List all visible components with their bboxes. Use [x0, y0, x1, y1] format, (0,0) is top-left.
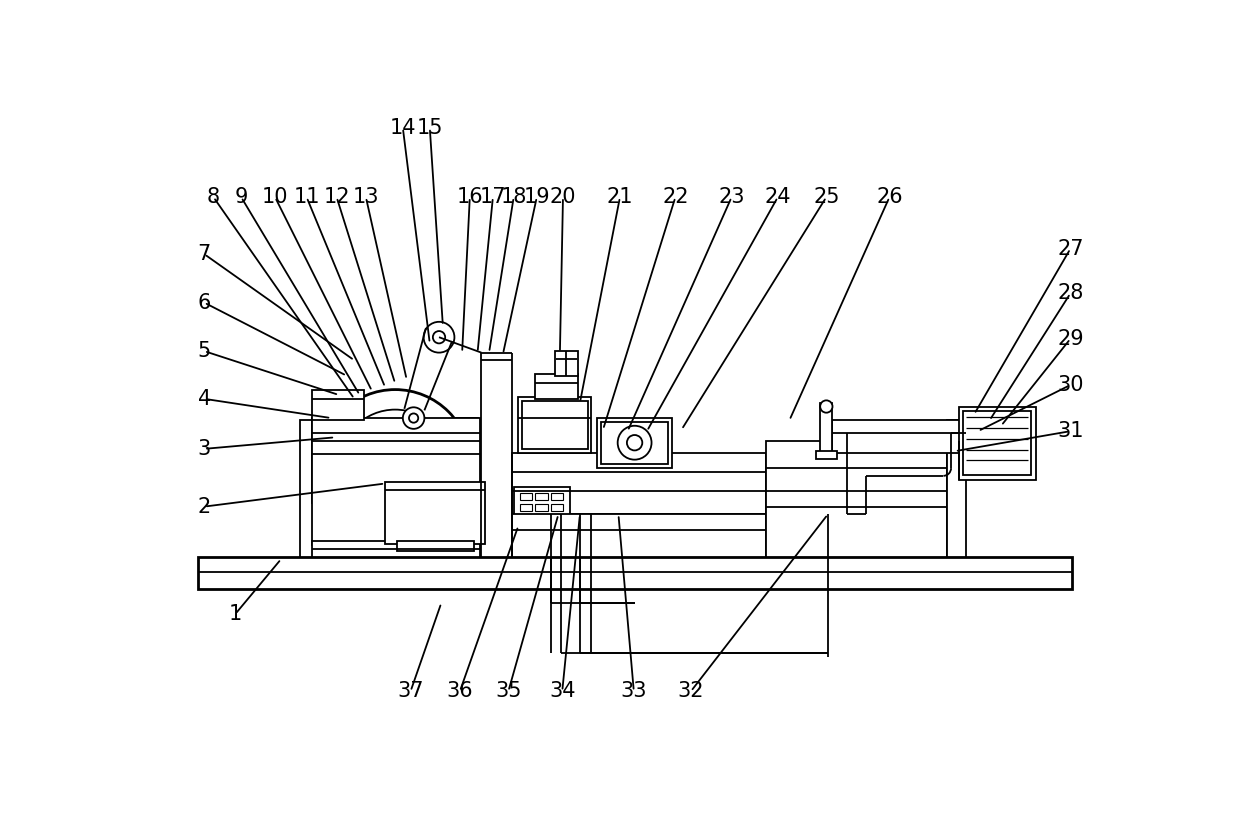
Bar [312, 461, 477, 502]
Text: 23: 23 [719, 187, 745, 207]
Text: 13: 13 [353, 187, 379, 207]
Circle shape [409, 414, 419, 423]
Text: 3: 3 [197, 439, 211, 459]
Circle shape [618, 426, 652, 460]
Bar [535, 503, 548, 511]
Text: 22: 22 [662, 187, 689, 207]
Bar [831, 420, 966, 452]
Text: 24: 24 [764, 187, 790, 207]
Text: 34: 34 [549, 681, 575, 701]
Text: 21: 21 [607, 187, 633, 207]
Bar [312, 454, 479, 545]
Bar [959, 406, 1036, 479]
Text: 35: 35 [496, 681, 522, 701]
Text: 8: 8 [207, 187, 221, 207]
Text: 14: 14 [389, 117, 416, 138]
Bar [312, 390, 364, 420]
Bar [948, 420, 966, 557]
Circle shape [382, 452, 409, 479]
Bar [535, 374, 577, 399]
Bar [518, 397, 591, 452]
Text: 9: 9 [234, 187, 248, 207]
Text: 18: 18 [501, 187, 527, 207]
Text: 19: 19 [524, 187, 550, 207]
Bar [312, 418, 477, 461]
Bar [535, 514, 548, 522]
Bar [522, 401, 587, 449]
Bar [520, 514, 533, 522]
Circle shape [820, 401, 833, 413]
Bar [520, 503, 533, 511]
Text: 10: 10 [261, 187, 289, 207]
Text: 25: 25 [813, 187, 840, 207]
Circle shape [363, 433, 427, 498]
Text: 28: 28 [1057, 283, 1084, 303]
Text: 20: 20 [550, 187, 576, 207]
Text: 37: 37 [398, 681, 424, 701]
Bar [520, 493, 533, 501]
Text: 5: 5 [197, 341, 211, 361]
Bar [597, 418, 673, 468]
Circle shape [403, 407, 425, 429]
Bar [514, 488, 570, 530]
Text: 7: 7 [197, 244, 211, 264]
Text: 15: 15 [416, 117, 444, 138]
Bar [313, 418, 476, 502]
Circle shape [339, 410, 451, 521]
Text: 36: 36 [446, 681, 473, 701]
Bar [396, 541, 473, 551]
Bar [550, 514, 563, 522]
Bar [766, 441, 948, 557]
Text: 31: 31 [1057, 421, 1084, 441]
Bar [964, 411, 1031, 475]
Text: 32: 32 [678, 681, 704, 701]
Circle shape [424, 322, 455, 353]
Bar [312, 541, 479, 557]
Text: 30: 30 [1057, 375, 1084, 395]
Bar [512, 452, 766, 514]
Text: 29: 29 [1057, 328, 1084, 349]
Bar [815, 452, 838, 459]
Text: 27: 27 [1057, 239, 1084, 259]
Bar [550, 503, 563, 511]
Text: 33: 33 [621, 681, 647, 701]
Circle shape [432, 331, 445, 343]
Text: 2: 2 [197, 497, 211, 516]
Circle shape [320, 390, 471, 540]
Bar [550, 493, 563, 501]
Text: 12: 12 [323, 187, 349, 207]
Bar [820, 402, 833, 452]
Bar [385, 482, 486, 544]
Bar [312, 418, 479, 456]
Circle shape [627, 435, 642, 451]
Bar [300, 420, 347, 557]
Text: 6: 6 [197, 292, 211, 313]
Bar [535, 493, 548, 501]
Bar [601, 422, 669, 464]
Text: 11: 11 [294, 187, 320, 207]
Text: 1: 1 [228, 604, 242, 625]
Bar [555, 351, 577, 376]
Text: 17: 17 [479, 187, 507, 207]
Text: 26: 26 [876, 187, 903, 207]
Text: 4: 4 [197, 389, 211, 409]
Text: 16: 16 [456, 187, 483, 207]
Bar [198, 557, 1072, 589]
Bar [512, 514, 766, 557]
